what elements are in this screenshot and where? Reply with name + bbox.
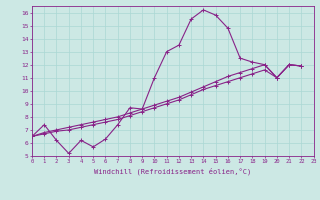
X-axis label: Windchill (Refroidissement éolien,°C): Windchill (Refroidissement éolien,°C) xyxy=(94,167,252,175)
